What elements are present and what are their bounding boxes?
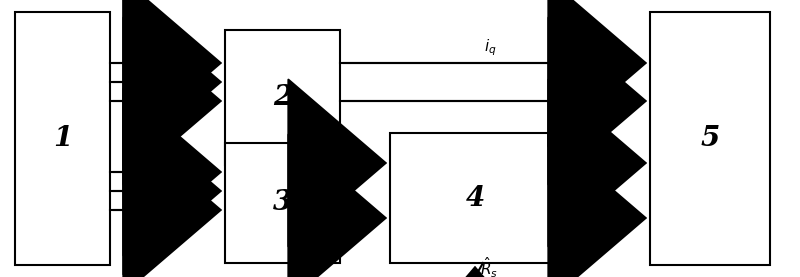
Text: 2: 2 <box>273 84 292 111</box>
Bar <box>225 30 340 165</box>
Bar <box>650 12 770 265</box>
Text: 3: 3 <box>273 189 292 217</box>
Text: 1: 1 <box>53 125 72 152</box>
Text: $i_d$: $i_d$ <box>565 99 578 117</box>
Text: $i_a i_b i_c$: $i_a i_b i_c$ <box>148 38 182 56</box>
Text: $\hat{R}_s$: $\hat{R}_s$ <box>480 256 498 277</box>
Text: $i_q$: $i_q$ <box>484 38 496 58</box>
Text: $u_q$: $u_q$ <box>343 224 361 242</box>
Text: 5: 5 <box>700 125 720 152</box>
Text: $u_a u_b u_c$: $u_a u_b u_c$ <box>139 150 190 166</box>
Text: $\hat{i}_d$: $\hat{i}_d$ <box>563 221 576 245</box>
Text: $u_d$: $u_d$ <box>343 145 362 161</box>
Bar <box>390 133 560 263</box>
Text: $\hat{i}_q$: $\hat{i}_q$ <box>563 135 576 161</box>
Bar <box>225 143 340 263</box>
Text: 4: 4 <box>466 184 485 212</box>
Bar <box>15 12 110 265</box>
